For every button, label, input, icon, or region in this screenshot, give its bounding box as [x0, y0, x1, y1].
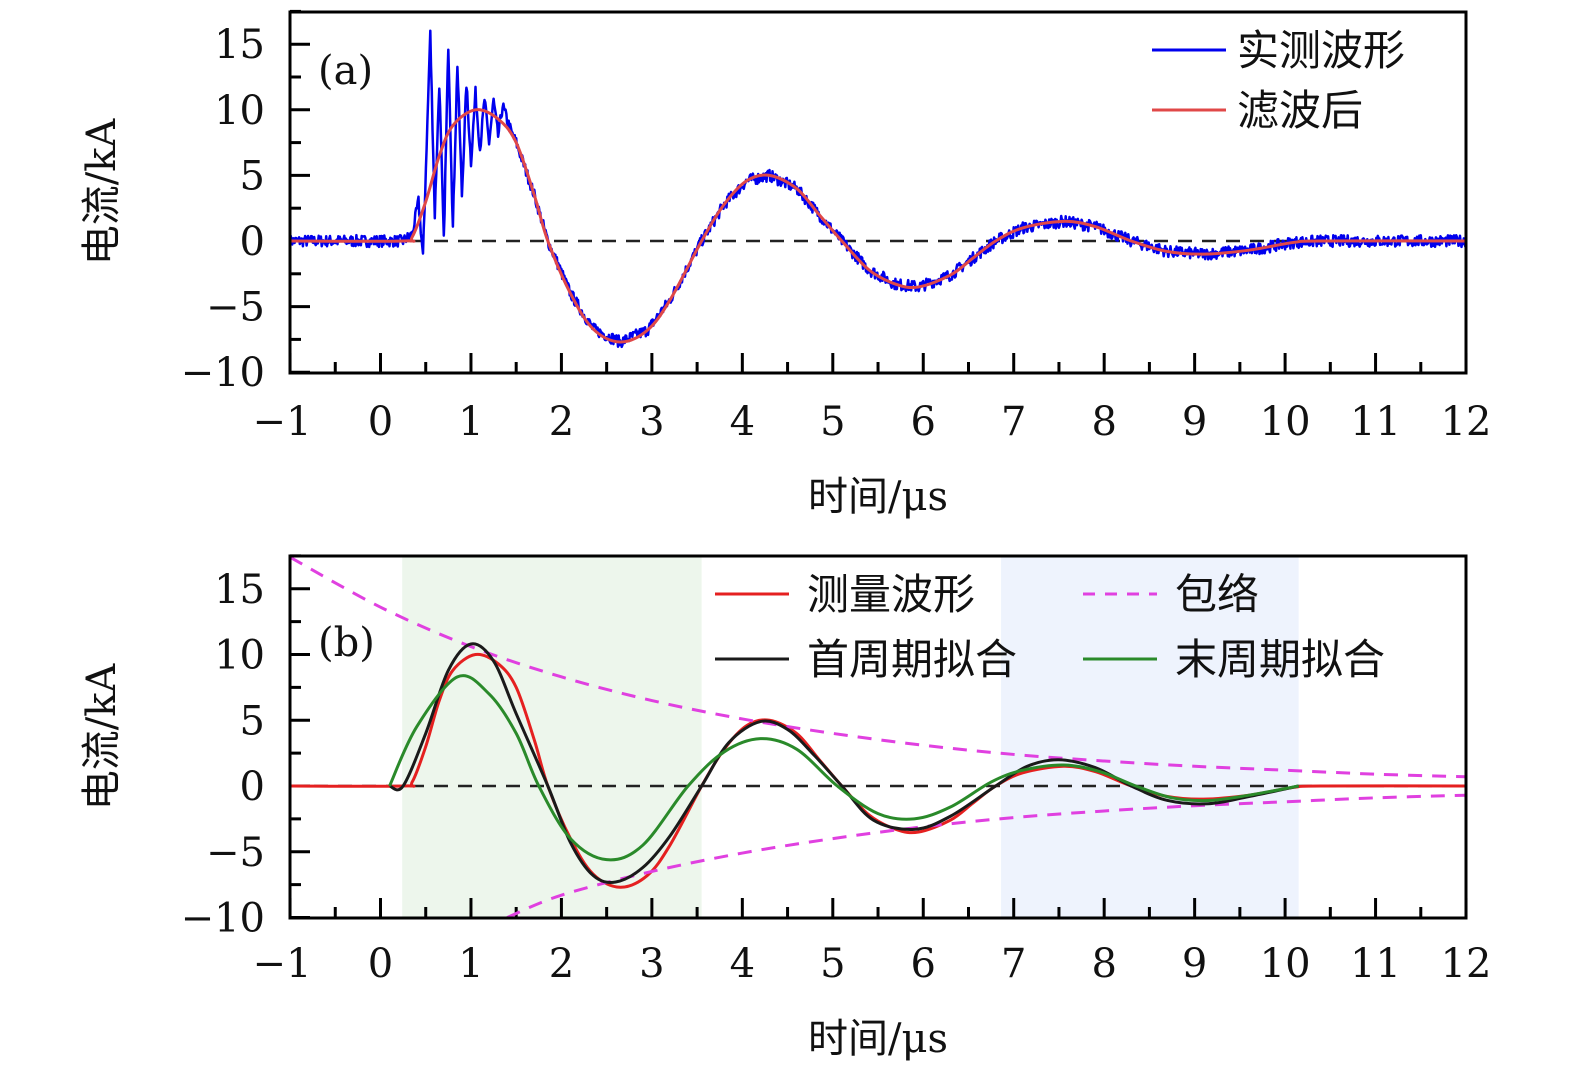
x-tick-label: 4	[730, 399, 755, 445]
x-tick-label: 7	[1001, 399, 1026, 445]
series-line-1	[290, 29, 1466, 349]
x-axis-title: 时间/μs	[808, 1016, 948, 1062]
x-tick-label: 5	[820, 941, 845, 987]
x-tick-label: 9	[1182, 399, 1207, 445]
x-tick-label: 1	[458, 941, 483, 987]
y-tick-label: −5	[206, 830, 265, 876]
x-tick-label: −1	[253, 941, 312, 987]
legend-label: 滤波后	[1237, 86, 1363, 135]
y-tick-label: 10	[214, 88, 265, 134]
x-tick-label: 8	[1091, 941, 1116, 987]
plot-frame	[288, 10, 1468, 375]
series-line-3	[506, 793, 1466, 918]
x-tick-label: 2	[549, 399, 574, 445]
x-tick-label: 9	[1182, 941, 1207, 987]
y-axis-title: 电流/kA	[79, 663, 125, 811]
x-tick-label: 4	[730, 941, 755, 987]
y-tick-label: −5	[206, 285, 265, 331]
x-tick-label: 8	[1091, 399, 1116, 445]
series-line-2	[290, 108, 1466, 344]
x-tick-label: −1	[253, 399, 312, 445]
series-line-5	[388, 674, 1299, 862]
y-tick-label: −10	[181, 896, 265, 942]
x-tick-label: 11	[1350, 399, 1401, 445]
x-tick-label: 5	[820, 399, 845, 445]
x-tick-label: 0	[368, 941, 393, 987]
series-line-4	[389, 642, 1299, 884]
x-tick-label: 3	[639, 941, 664, 987]
x-tick-label: 11	[1350, 941, 1401, 987]
series-group	[290, 556, 1466, 918]
legend-label: 测量波形	[807, 570, 975, 619]
y-tick-label: 0	[240, 219, 265, 265]
plot-frame	[288, 554, 1468, 920]
x-tick-label: 12	[1441, 941, 1492, 987]
x-tick-label: 3	[639, 399, 664, 445]
panel-a: −1 0 1 2 3 4 5 6 7 8 9 10 11 12−10−5051015时间/μs电流/kA(…	[79, 9, 1492, 520]
legend-label: 末周期拟合	[1175, 635, 1385, 684]
x-axis-title: 时间/μs	[808, 474, 948, 520]
y-axis-title: 电流/kA	[79, 118, 125, 266]
y-tick-label: 5	[240, 698, 265, 744]
series-line-2	[290, 556, 1466, 779]
panel-b: −1 0 1 2 3 4 5 6 7 8 9 10 11 12−10−5051015时间/μs电流/kA(…	[79, 554, 1492, 1062]
legend-label: 实测波形	[1237, 26, 1405, 75]
shaded-region-2	[1001, 556, 1299, 918]
x-tick-label: 0	[368, 399, 393, 445]
panel-label: (b)	[318, 620, 375, 666]
x-tick-label: 6	[911, 941, 936, 987]
y-tick-label: 5	[240, 153, 265, 199]
legend-label: 包络	[1175, 570, 1259, 619]
y-tick-label: −10	[181, 350, 265, 396]
y-tick-label: 15	[214, 567, 265, 613]
x-tick-label: 1	[458, 399, 483, 445]
y-tick-label: 10	[214, 633, 265, 679]
x-tick-label: 10	[1260, 399, 1311, 445]
panel-label: (a)	[318, 48, 373, 94]
x-tick-label: 6	[911, 399, 936, 445]
x-tick-label: 2	[549, 941, 574, 987]
x-tick-label: 12	[1441, 399, 1492, 445]
x-tick-label: 10	[1260, 941, 1311, 987]
legend-label: 首周期拟合	[807, 635, 1017, 684]
series-group	[290, 29, 1466, 349]
y-tick-label: 0	[240, 764, 265, 810]
y-tick-label: 15	[214, 22, 265, 68]
x-tick-label: 7	[1001, 941, 1026, 987]
